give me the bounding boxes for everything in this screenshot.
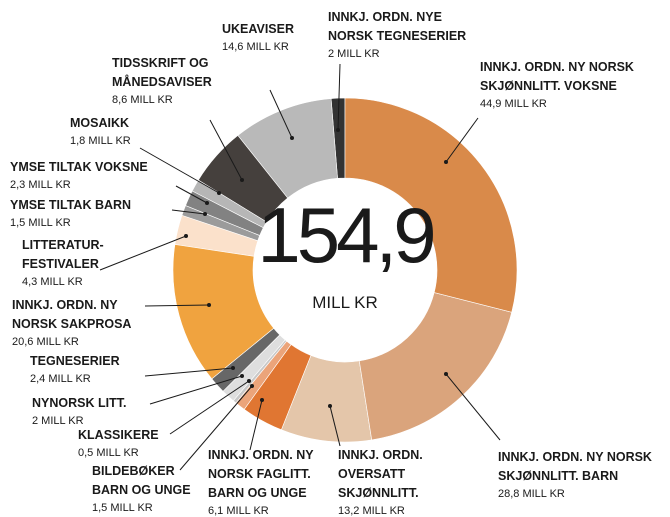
leader-line bbox=[99, 235, 187, 271]
leader-dot bbox=[260, 398, 264, 402]
leader-dot bbox=[203, 212, 207, 216]
category-label: OVERSATT bbox=[338, 467, 405, 481]
leader-dot bbox=[240, 178, 244, 182]
leader-dot bbox=[184, 234, 188, 238]
category-label: UKEAVISER bbox=[222, 22, 294, 36]
donut-segment bbox=[281, 355, 373, 443]
leader-dot bbox=[328, 404, 332, 408]
leader-dot bbox=[207, 303, 211, 307]
category-label: YMSE TILTAK BARN bbox=[10, 198, 131, 212]
category-label: BARN OG UNGE bbox=[208, 486, 307, 500]
leader-line bbox=[337, 63, 341, 131]
value-label: 13,2 MILL KR bbox=[338, 505, 405, 517]
leader-line bbox=[269, 89, 293, 139]
value-label: 2,3 MILL KR bbox=[10, 179, 71, 191]
value-label: 1,5 MILL KR bbox=[92, 502, 153, 514]
category-label: INNKJ. ORDN. NYE bbox=[328, 10, 442, 24]
category-label: MÅNEDSAVISER bbox=[112, 74, 212, 89]
category-label: NYNORSK LITT. bbox=[32, 396, 126, 410]
leader-line bbox=[169, 380, 250, 435]
leader-line bbox=[171, 209, 206, 215]
leader-line bbox=[249, 399, 263, 451]
donut-segment bbox=[344, 97, 518, 313]
value-label: 20,6 MILL KR bbox=[12, 336, 79, 348]
category-label: INNKJ. ORDN. NY NORSK bbox=[480, 60, 634, 74]
leader-line bbox=[209, 119, 243, 181]
leader-line bbox=[445, 117, 479, 163]
donut-segment bbox=[237, 98, 338, 199]
donut-segment bbox=[235, 340, 292, 410]
leader-dot bbox=[290, 136, 294, 140]
category-label: BILDEBØKER bbox=[92, 464, 175, 478]
leader-dot bbox=[217, 191, 221, 195]
donut-segment bbox=[174, 215, 259, 257]
category-label: TIDSSKRIFT OG bbox=[112, 56, 209, 70]
value-label: 44,9 MILL KR bbox=[480, 98, 547, 110]
leader-dot bbox=[250, 384, 254, 388]
value-label: 0,5 MILL KR bbox=[78, 447, 139, 459]
value-label: 1,5 MILL KR bbox=[10, 217, 71, 229]
value-label: 6,1 MILL KR bbox=[208, 505, 269, 517]
leader-dot bbox=[240, 374, 244, 378]
value-label: 4,3 MILL KR bbox=[22, 276, 83, 288]
donut-segment bbox=[243, 344, 312, 431]
donut-segment bbox=[191, 179, 267, 229]
category-label: NORSK TEGNESERIER bbox=[328, 29, 466, 43]
value-label: 8,6 MILL KR bbox=[112, 94, 173, 106]
category-label: INNKJ. ORDN. bbox=[338, 448, 423, 462]
donut-segment bbox=[358, 292, 513, 441]
leader-line bbox=[149, 375, 243, 405]
value-label: 28,8 MILL KR bbox=[498, 488, 565, 500]
center-value: 154,9 bbox=[257, 191, 433, 279]
leader-line bbox=[139, 147, 220, 194]
leader-line bbox=[179, 385, 253, 471]
leader-line bbox=[175, 185, 208, 204]
value-label: 2,4 MILL KR bbox=[30, 373, 91, 385]
leader-line bbox=[329, 405, 341, 447]
category-label: TEGNESERIER bbox=[30, 354, 120, 368]
leader-line bbox=[144, 304, 210, 307]
leader-line bbox=[445, 373, 501, 441]
category-label: INNKJ. ORDN. NY bbox=[208, 448, 314, 462]
category-label: INNKJ. ORDN. NY bbox=[12, 298, 118, 312]
leader-dot bbox=[247, 379, 251, 383]
category-label: LITTERATUR- bbox=[22, 238, 104, 252]
leader-dot bbox=[336, 128, 340, 132]
leader-dot bbox=[231, 366, 235, 370]
category-label: FESTIVALER bbox=[22, 257, 99, 271]
donut-segment bbox=[181, 205, 261, 242]
category-label: SKJØNNLITT. BARN bbox=[498, 469, 618, 483]
category-label: NORSK SAKPROSA bbox=[12, 317, 131, 331]
category-label: KLASSIKERE bbox=[78, 428, 159, 442]
value-label: 14,6 MILL KR bbox=[222, 41, 289, 53]
category-label: MOSAIKK bbox=[70, 116, 129, 130]
value-label: 2 MILL KR bbox=[328, 48, 380, 60]
category-label: SKJØNNLITT. VOKSNE bbox=[480, 79, 617, 93]
donut-segment bbox=[222, 334, 286, 402]
leader-line bbox=[144, 367, 234, 377]
value-label: 1,8 MILL KR bbox=[70, 135, 131, 147]
category-label: BARN OG UNGE bbox=[92, 483, 191, 497]
category-label: NORSK FAGLITT. bbox=[208, 467, 311, 481]
donut-segment bbox=[172, 244, 275, 380]
category-label: INNKJ. ORDN. NY NORSK bbox=[498, 450, 652, 464]
value-label: 2 MILL KR bbox=[32, 415, 84, 427]
category-label: SKJØNNLITT. bbox=[338, 486, 419, 500]
leader-dot bbox=[205, 201, 209, 205]
donut-segment bbox=[211, 327, 281, 392]
leader-dot bbox=[444, 372, 448, 376]
center-unit: MILL KR bbox=[312, 293, 378, 312]
leader-dot bbox=[444, 160, 448, 164]
category-label: YMSE TILTAK VOKSNE bbox=[10, 160, 148, 174]
